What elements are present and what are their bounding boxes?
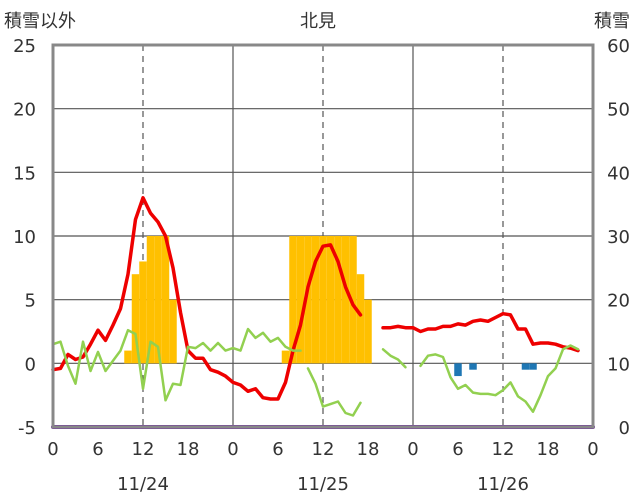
x-tick-label: 0 xyxy=(587,439,598,460)
left-tick-label: 20 xyxy=(13,100,36,121)
precip-bar xyxy=(529,363,537,370)
series-line-風速 xyxy=(51,327,302,402)
date-label: 11/25 xyxy=(297,474,349,495)
right-tick-label: 60 xyxy=(607,36,630,57)
precip-bar xyxy=(146,236,155,364)
precip-bar xyxy=(131,274,140,364)
precip-bar xyxy=(341,236,350,364)
precip-bar xyxy=(289,236,297,364)
right-tick-label: 20 xyxy=(607,291,630,312)
right-tick-label: 10 xyxy=(607,354,630,375)
precip-bar xyxy=(304,236,312,364)
precip-bar xyxy=(319,236,327,364)
plot-frame xyxy=(51,43,595,429)
left-tick-label: 0 xyxy=(25,354,36,375)
bar-layer xyxy=(124,236,537,377)
precip-bar xyxy=(296,236,305,364)
left-tick-label: 10 xyxy=(13,227,36,248)
x-tick-label: 6 xyxy=(272,439,283,460)
series-line-風速 xyxy=(419,344,580,413)
precip-bar xyxy=(311,236,320,364)
x-tick-label: 12 xyxy=(132,439,155,460)
left-tick-label: 5 xyxy=(25,291,36,312)
series-line-風速 xyxy=(381,348,407,369)
x-tick-label: 12 xyxy=(492,439,515,460)
right-tick-label: 40 xyxy=(607,163,630,184)
x-tick-label: 18 xyxy=(177,439,200,460)
left-tick-label: 25 xyxy=(13,36,36,57)
precip-bar xyxy=(521,363,530,370)
precip-bar xyxy=(356,274,365,364)
precip-bar xyxy=(364,299,372,364)
precip-bar xyxy=(349,236,357,364)
left-tick-label: -5 xyxy=(18,418,36,439)
x-tick-label: 6 xyxy=(92,439,103,460)
precip-bar xyxy=(326,236,335,364)
precip-bar xyxy=(334,236,342,364)
right-tick-label: 50 xyxy=(607,100,630,121)
series-line-気温 xyxy=(381,311,580,353)
x-tick-label: 0 xyxy=(47,439,58,460)
precip-bar xyxy=(454,363,462,377)
x-tick-label: 12 xyxy=(312,439,335,460)
x-tick-label: 6 xyxy=(452,439,463,460)
precip-bar xyxy=(469,363,477,370)
x-tick-label: 18 xyxy=(537,439,560,460)
precip-bar xyxy=(124,350,132,364)
precip-bar xyxy=(139,261,147,364)
x-tick-label: 18 xyxy=(357,439,380,460)
precip-bar xyxy=(169,299,177,364)
series-line-気温 xyxy=(51,196,363,401)
date-label: 11/26 xyxy=(477,474,529,495)
series-line-風速 xyxy=(306,367,362,417)
right-tick-label: 0 xyxy=(619,418,630,439)
right-axis-label: 積雪 xyxy=(594,11,630,32)
chart-title: 北見 xyxy=(300,11,336,32)
precip-bar xyxy=(281,350,290,364)
precip-bar xyxy=(161,236,170,364)
right-tick-label: 30 xyxy=(607,227,630,248)
precip-bar xyxy=(154,236,162,364)
x-tick-label: 0 xyxy=(227,439,238,460)
x-tick-label: 0 xyxy=(407,439,418,460)
date-label: 11/24 xyxy=(117,474,169,495)
left-axis-label: 積雪以外 xyxy=(4,11,76,32)
left-tick-label: 15 xyxy=(13,163,36,184)
